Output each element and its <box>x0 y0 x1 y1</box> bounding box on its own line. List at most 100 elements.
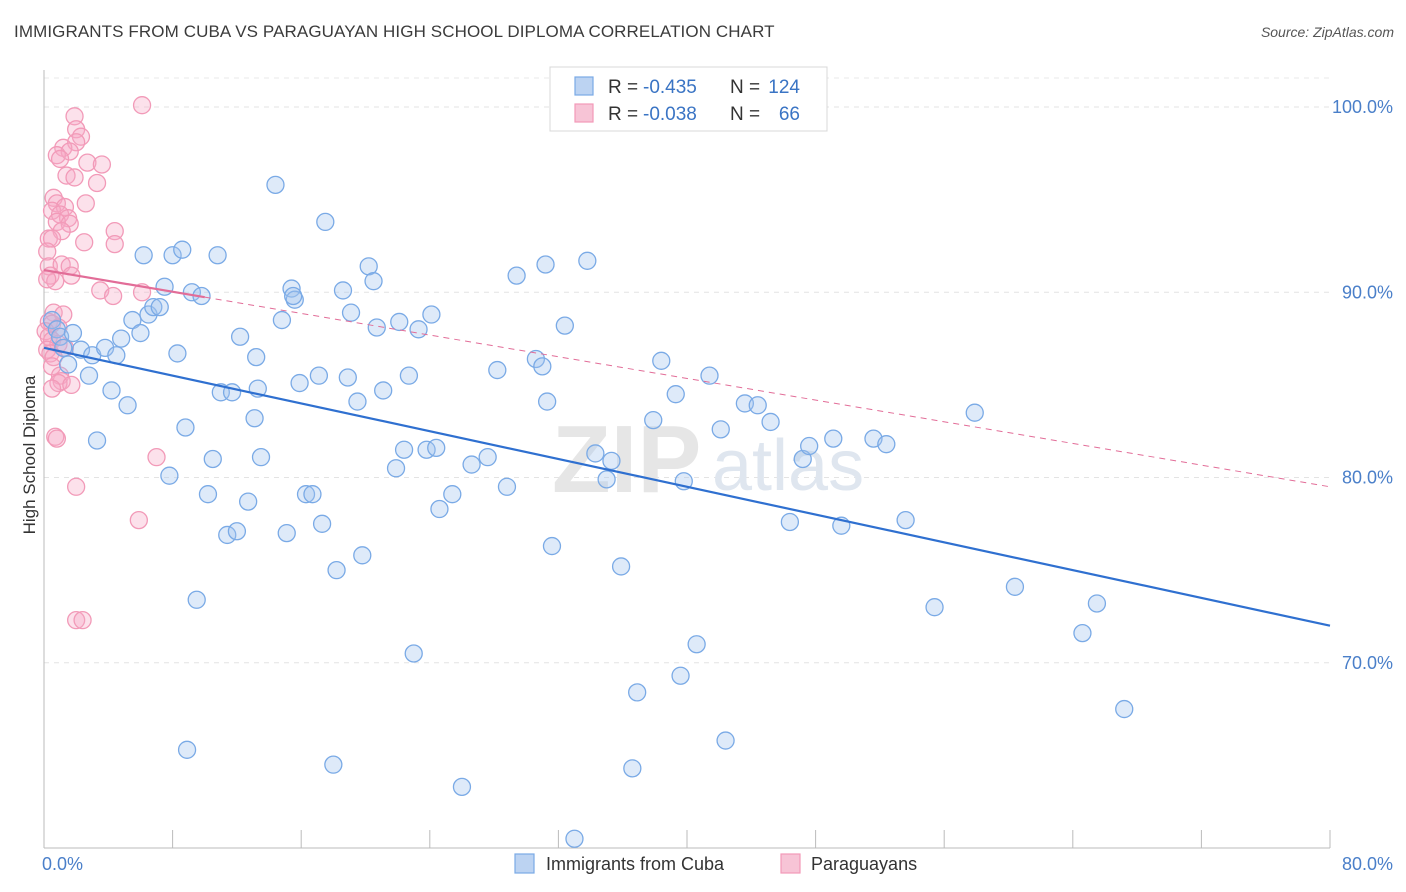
cuba-point-74 <box>443 485 462 504</box>
cuba-point-36 <box>227 522 247 541</box>
cuba-point-0 <box>42 310 62 330</box>
cuba-point-11 <box>102 381 121 400</box>
cuba-point-31 <box>203 449 222 469</box>
cuba-point-102 <box>711 420 730 439</box>
cuba-point-85 <box>542 536 562 556</box>
cuba-point-87 <box>565 829 584 848</box>
cuba-point-106 <box>761 412 780 432</box>
cuba-point-57 <box>341 303 361 322</box>
paraguayans-trend-line-dashed <box>204 296 1331 488</box>
cuba-point-79 <box>497 477 517 496</box>
watermark: ZIP atlas <box>552 406 864 513</box>
cuba-point-51 <box>309 366 329 385</box>
cuba-point-26 <box>176 418 195 437</box>
cuba-point-80 <box>507 266 526 285</box>
cuba-point-122 <box>324 755 343 774</box>
cuba-point-73 <box>430 499 449 519</box>
cuba-point-61 <box>364 272 383 291</box>
source-credit: Source: ZipAtlas.com <box>1260 24 1394 40</box>
paraguayans-point-3 <box>71 127 91 146</box>
paraguayans-point-24 <box>105 222 124 241</box>
cuba-point-22 <box>160 466 179 485</box>
trend-lines <box>43 268 1331 627</box>
cuba-point-62 <box>367 318 386 337</box>
paraguayans-points <box>36 96 166 630</box>
y-tick-labels: 100.0% 90.0% 80.0% 70.0% <box>1332 97 1393 673</box>
cuba-point-116 <box>965 403 984 422</box>
cuba-point-123 <box>284 286 303 306</box>
legend-swatch-cuba <box>574 76 594 96</box>
legend-r-label-cuba: R = <box>608 77 638 98</box>
paraguayans-point-10 <box>92 155 112 174</box>
paraguayans-point-55 <box>52 372 71 391</box>
cuba-point-109 <box>800 436 819 456</box>
cuba-point-21 <box>155 277 174 296</box>
cuba-point-110 <box>824 429 843 448</box>
paraguayans-point-9 <box>78 153 97 172</box>
paraguayans-point-28 <box>105 234 124 254</box>
paraguayans-point-0 <box>132 96 152 115</box>
cuba-point-46 <box>282 279 301 298</box>
cuba-point-39 <box>245 409 264 428</box>
cuba-point-24 <box>168 344 187 363</box>
x-tick-label-0: 0.0% <box>42 854 83 874</box>
cuba-point-41 <box>251 447 271 467</box>
cuba-point-107 <box>780 512 800 532</box>
cuba-point-25 <box>173 240 192 259</box>
cuba-point-121 <box>177 740 197 759</box>
y-axis-label: High School Diploma <box>20 375 39 534</box>
cuba-point-89 <box>586 444 605 463</box>
cuba-point-58 <box>348 392 367 411</box>
grid-lines <box>44 77 1330 664</box>
cuba-point-94 <box>628 683 647 702</box>
cuba-point-113 <box>877 435 896 454</box>
cuba-point-7 <box>79 366 99 385</box>
y-tick-label-2: 80.0% <box>1342 468 1393 488</box>
stats-legend: R = -0.435 N = 124 R = -0.038 N = 66 <box>549 66 828 132</box>
cuba-point-119 <box>1087 594 1107 613</box>
paraguayans-point-13 <box>87 173 107 193</box>
paraguayans-point-8 <box>50 149 70 169</box>
y-tick-label-1: 90.0% <box>1342 282 1393 302</box>
legend-swatch-paraguayans <box>574 103 594 123</box>
cuba-point-37 <box>230 327 250 346</box>
series-legend-swatch-paraguayans <box>780 853 801 874</box>
cuba-point-23 <box>163 246 182 265</box>
cuba-point-19 <box>144 297 163 317</box>
paraguayans-point-63 <box>129 510 148 530</box>
paraguayans-point-12 <box>65 168 84 187</box>
cuba-point-93 <box>623 759 642 778</box>
legend-n-paraguayans: 66 <box>779 104 800 125</box>
legend-r-paraguayans: -0.038 <box>643 104 697 125</box>
paraguayans-point-58 <box>62 375 81 395</box>
cuba-point-72 <box>427 438 446 458</box>
cuba-point-16 <box>131 323 150 343</box>
cuba-point-91 <box>602 451 621 471</box>
cuba-point-68 <box>404 644 423 663</box>
paraguayans-point-52 <box>44 347 63 367</box>
cuba-point-32 <box>208 246 227 265</box>
cuba-point-28 <box>187 590 206 609</box>
cuba-point-42 <box>247 347 266 367</box>
cuba-point-84 <box>536 255 555 274</box>
cuba-point-50 <box>303 485 322 504</box>
cuba-point-5 <box>63 323 83 343</box>
cuba-point-13 <box>112 329 131 348</box>
cuba-point-98 <box>671 666 690 685</box>
series-legend-cuba: Immigrants from Cuba <box>546 854 725 874</box>
axes <box>43 70 1331 849</box>
cuba-point-117 <box>1005 577 1025 596</box>
paraguayans-trend-line-solid <box>43 268 205 299</box>
cuba-point-118 <box>1073 623 1092 643</box>
cuba-point-38 <box>239 492 258 511</box>
cuba-point-82 <box>533 357 552 376</box>
cuba-point-63 <box>374 381 393 400</box>
cuba-point-64 <box>386 459 406 478</box>
stats-legend-box <box>549 66 828 132</box>
cuba-point-67 <box>399 366 419 385</box>
series-legend: Immigrants from Cuba Paraguayans <box>514 853 917 874</box>
legend-n-cuba: 124 <box>768 77 800 98</box>
cuba-point-14 <box>118 396 137 415</box>
paraguayans-point-38 <box>103 286 123 306</box>
